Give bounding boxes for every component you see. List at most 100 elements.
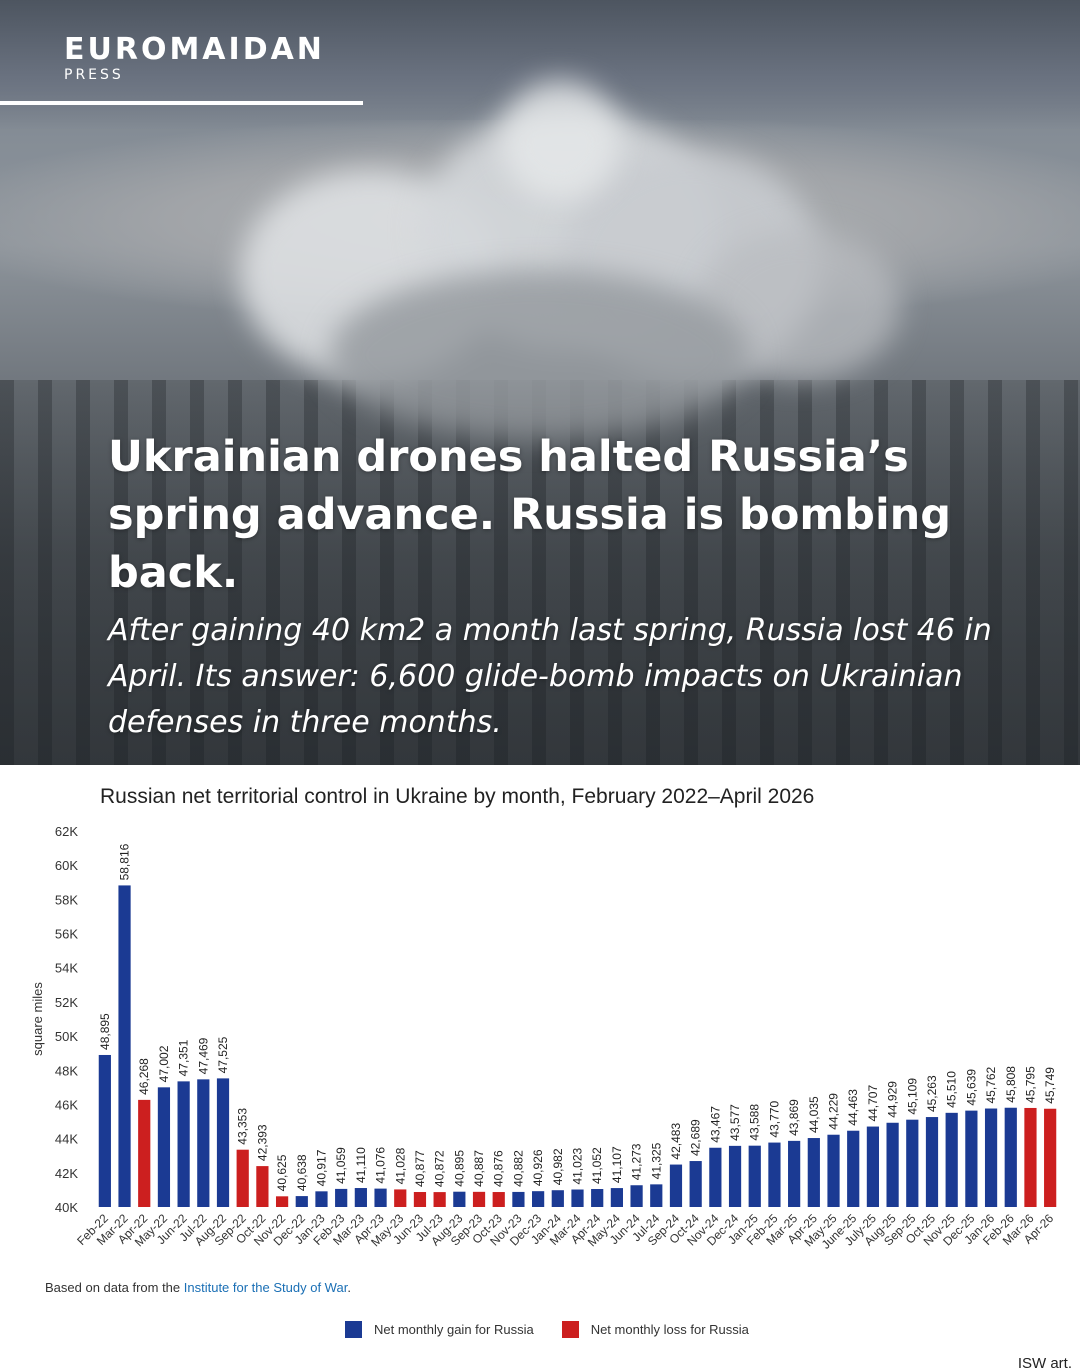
bar-gain[interactable] — [512, 1191, 525, 1207]
value-label: 44,229 — [827, 1093, 841, 1130]
bar-gain[interactable] — [847, 1130, 860, 1207]
value-label: 48,895 — [98, 1013, 112, 1050]
value-label: 43,577 — [728, 1104, 742, 1141]
bar-gain[interactable] — [866, 1126, 880, 1207]
value-label: 44,707 — [866, 1085, 880, 1122]
headline: Ukrainian drones halted Russia’s spring … — [108, 432, 952, 598]
bar-gain[interactable] — [453, 1191, 466, 1207]
bar-loss[interactable] — [433, 1192, 446, 1207]
bar-gain[interactable] — [551, 1190, 564, 1207]
bar-gain[interactable] — [728, 1145, 742, 1207]
value-label: 46,268 — [137, 1058, 151, 1095]
bar-gain[interactable] — [197, 1079, 210, 1207]
bar-gain[interactable] — [709, 1147, 722, 1207]
bar-gain[interactable] — [906, 1119, 919, 1207]
bar-gain[interactable] — [571, 1189, 584, 1207]
bar-gain[interactable] — [650, 1184, 663, 1207]
value-label: 41,076 — [374, 1147, 388, 1184]
bar-loss[interactable] — [138, 1099, 151, 1207]
bar-gain[interactable] — [591, 1189, 604, 1207]
bar-gain[interactable] — [945, 1112, 958, 1207]
legend-item-loss: Net monthly loss for Russia — [561, 1321, 749, 1338]
bar-gain[interactable] — [827, 1134, 840, 1207]
chart-title: Russian net territorial control in Ukrai… — [100, 785, 815, 808]
bar-gain[interactable] — [98, 1054, 111, 1207]
value-label: 40,872 — [433, 1150, 447, 1187]
source-link[interactable]: Institute for the Study of War — [183, 1280, 348, 1295]
bar-gain[interactable] — [1004, 1107, 1017, 1207]
bar-gain[interactable] — [118, 885, 131, 1207]
value-label: 45,795 — [1023, 1066, 1037, 1103]
bar-gain[interactable] — [768, 1142, 781, 1207]
bar-loss[interactable] — [1044, 1108, 1057, 1207]
value-label: 44,929 — [886, 1081, 900, 1118]
bar-gain[interactable] — [689, 1161, 702, 1207]
value-label: 41,059 — [334, 1147, 348, 1184]
value-label: 41,110 — [354, 1147, 368, 1183]
value-label: 41,325 — [649, 1142, 663, 1179]
bar-gain[interactable] — [669, 1164, 683, 1207]
y-tick-label: 62K — [55, 824, 78, 839]
y-tick-label: 54K — [55, 961, 78, 976]
y-tick-label: 44K — [55, 1132, 78, 1147]
bar-gain[interactable] — [984, 1108, 998, 1207]
dek: After gaining 40 km2 a month last spring… — [108, 613, 992, 740]
bar-gain[interactable] — [532, 1191, 545, 1207]
value-label: 45,762 — [984, 1066, 998, 1103]
bar-gain[interactable] — [157, 1087, 171, 1207]
bar-gain[interactable] — [788, 1140, 801, 1207]
value-label: 47,002 — [157, 1045, 171, 1082]
bar-gain[interactable] — [886, 1122, 899, 1207]
bar-loss[interactable] — [236, 1149, 249, 1207]
value-label: 41,107 — [610, 1146, 624, 1183]
value-label: 42,689 — [689, 1119, 703, 1156]
y-tick-label: 52K — [55, 995, 78, 1010]
legend-swatch-gain — [345, 1321, 362, 1338]
bar-loss[interactable] — [413, 1192, 427, 1207]
y-tick-label: 40K — [55, 1200, 78, 1215]
bar-gain[interactable] — [807, 1138, 820, 1207]
chart-panel: 40K 42K 44K 46K 48K 50K 52K 54K 56K 58K 60K 62K squa… — [0, 765, 1080, 1372]
brand-name: EUROMAIDAN — [64, 32, 325, 67]
hero-photo — [0, 0, 1080, 765]
bar-loss[interactable] — [1024, 1107, 1037, 1207]
legend-swatch-loss — [561, 1321, 579, 1338]
bar-gain[interactable] — [610, 1188, 623, 1207]
y-tick-label: 60K — [55, 858, 78, 873]
y-tick-label: 58K — [55, 892, 78, 907]
bar-gain[interactable] — [630, 1185, 643, 1207]
value-label: 45,510 — [945, 1071, 959, 1108]
image-credit: ISW art. — [1017, 1355, 1072, 1372]
brand-logo[interactable]: EUROMAIDAN PRESS — [64, 32, 325, 84]
value-label: 44,035 — [807, 1096, 821, 1133]
legend-item-gain: Net monthly gain for Russia — [345, 1321, 534, 1338]
bar-gain[interactable] — [335, 1188, 348, 1207]
y-tick-label: 42K — [55, 1166, 78, 1181]
value-label: 41,273 — [630, 1143, 644, 1180]
bar-gain[interactable] — [315, 1191, 328, 1207]
source-suffix: . — [347, 1280, 351, 1295]
bar-loss[interactable] — [256, 1166, 269, 1207]
value-label: 40,926 — [531, 1149, 545, 1186]
bar-gain[interactable] — [925, 1117, 939, 1207]
bar-gain[interactable] — [748, 1145, 761, 1207]
value-label: 47,351 — [177, 1039, 191, 1076]
bar-loss[interactable] — [472, 1191, 486, 1207]
bar-gain[interactable] — [374, 1188, 387, 1207]
value-label: 45,639 — [964, 1069, 978, 1106]
bar-gain[interactable] — [965, 1110, 978, 1207]
bar-gain[interactable] — [216, 1078, 230, 1207]
brand-divider — [0, 101, 363, 105]
bar-gain[interactable] — [354, 1188, 367, 1207]
bar-gain[interactable] — [177, 1081, 190, 1207]
bar-loss[interactable] — [394, 1189, 407, 1207]
bar-loss[interactable] — [275, 1196, 289, 1207]
brand-sub: PRESS — [64, 67, 124, 83]
value-label: 41,028 — [393, 1147, 407, 1184]
value-label: 40,887 — [472, 1150, 486, 1187]
value-label: 58,816 — [118, 843, 132, 880]
smoke-cloud — [500, 80, 620, 200]
bar-gain[interactable] — [295, 1196, 308, 1207]
bar-loss[interactable] — [492, 1192, 505, 1207]
value-label: 45,109 — [905, 1078, 919, 1115]
